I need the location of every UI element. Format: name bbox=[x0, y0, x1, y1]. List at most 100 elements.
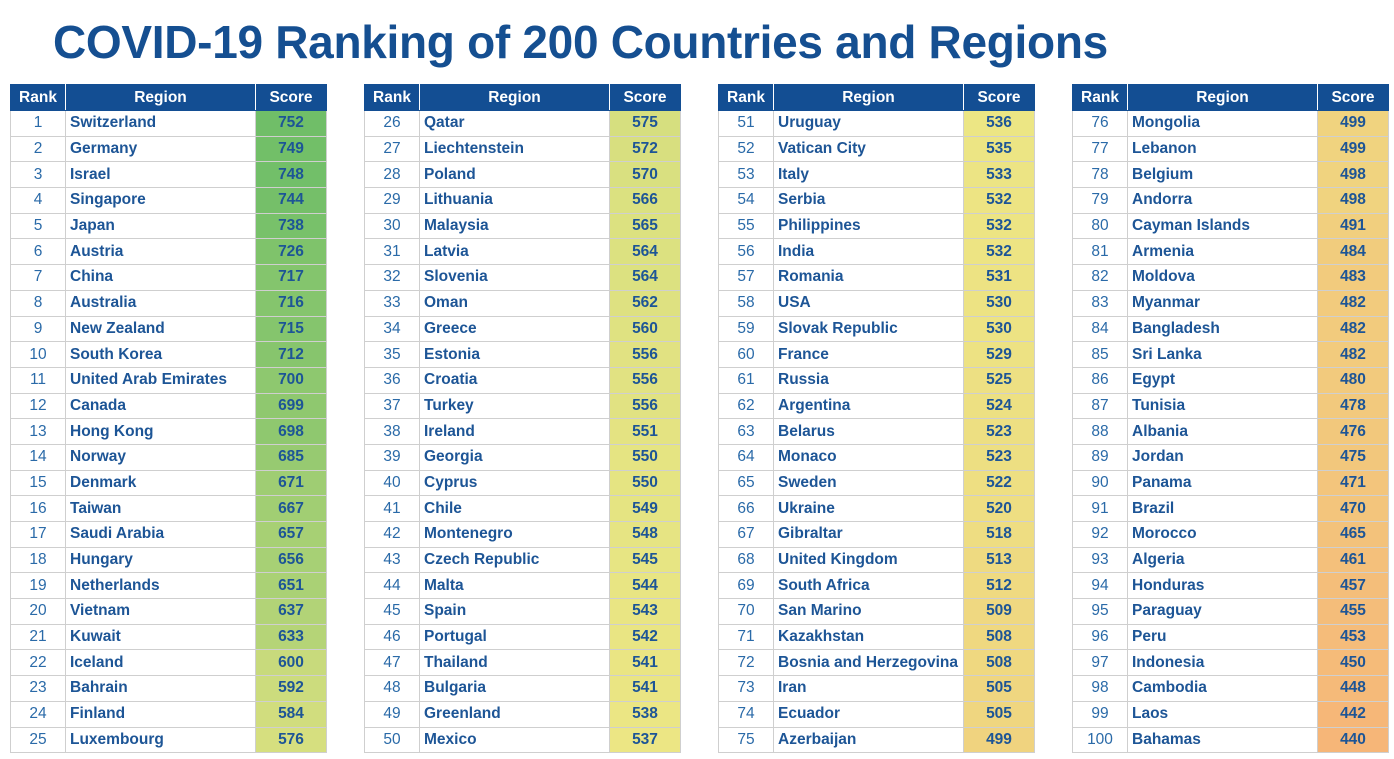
region-cell: Bangladesh bbox=[1127, 315, 1318, 343]
table-row: 50 Mexico 537 bbox=[364, 726, 681, 754]
table-row: 78 Belgium 498 bbox=[1072, 161, 1389, 189]
region-cell: Iran bbox=[773, 675, 964, 702]
rank-cell: 69 bbox=[718, 572, 774, 600]
table-row: 75 Azerbaijan 499 bbox=[718, 726, 1035, 754]
score-cell: 530 bbox=[963, 289, 1035, 317]
score-cell: 565 bbox=[609, 212, 681, 240]
score-cell: 600 bbox=[255, 649, 327, 677]
rank-cell: 79 bbox=[1072, 187, 1128, 214]
score-cell: 442 bbox=[1317, 700, 1389, 728]
score-cell: 499 bbox=[963, 726, 1035, 754]
region-cell: Paraguay bbox=[1127, 598, 1318, 625]
region-cell: Greenland bbox=[419, 700, 610, 728]
score-cell: 482 bbox=[1317, 341, 1389, 368]
table-row: 38 Ireland 551 bbox=[364, 418, 681, 445]
table-row: 62 Argentina 524 bbox=[718, 392, 1035, 420]
region-cell: India bbox=[773, 238, 964, 266]
table-row: 100 Bahamas 440 bbox=[1072, 726, 1389, 754]
score-cell: 524 bbox=[963, 392, 1035, 420]
score-cell: 543 bbox=[609, 598, 681, 625]
table-row: 35 Estonia 556 bbox=[364, 341, 681, 368]
region-cell: Mexico bbox=[419, 726, 610, 754]
score-cell: 545 bbox=[609, 546, 681, 574]
region-cell: Saudi Arabia bbox=[65, 521, 256, 548]
table-row: 96 Peru 453 bbox=[1072, 623, 1389, 651]
rank-cell: 42 bbox=[364, 521, 420, 548]
score-cell: 484 bbox=[1317, 238, 1389, 266]
table-row: 2 Germany 749 bbox=[10, 135, 327, 163]
table-row: 22 Iceland 600 bbox=[10, 649, 327, 677]
region-cell: Albania bbox=[1127, 418, 1318, 445]
region-cell: Monaco bbox=[773, 443, 964, 471]
score-cell: 651 bbox=[255, 572, 327, 600]
rank-cell: 29 bbox=[364, 187, 420, 214]
table-row: 42 Montenegro 548 bbox=[364, 521, 681, 548]
score-header: Score bbox=[609, 84, 681, 111]
score-cell: 498 bbox=[1317, 187, 1389, 214]
table-row: 44 Malta 544 bbox=[364, 572, 681, 600]
region-cell: Indonesia bbox=[1127, 649, 1318, 677]
rank-header: Rank bbox=[10, 84, 66, 111]
table-row: 37 Turkey 556 bbox=[364, 392, 681, 420]
region-cell: Greece bbox=[419, 315, 610, 343]
score-cell: 453 bbox=[1317, 623, 1389, 651]
score-cell: 478 bbox=[1317, 392, 1389, 420]
rank-cell: 67 bbox=[718, 521, 774, 548]
rank-cell: 5 bbox=[10, 212, 66, 240]
rank-cell: 71 bbox=[718, 623, 774, 651]
score-cell: 562 bbox=[609, 289, 681, 317]
region-cell: Turkey bbox=[419, 392, 610, 420]
rank-cell: 63 bbox=[718, 418, 774, 445]
score-cell: 461 bbox=[1317, 546, 1389, 574]
table-row: 91 Brazil 470 bbox=[1072, 495, 1389, 522]
rank-cell: 72 bbox=[718, 649, 774, 677]
score-cell: 541 bbox=[609, 649, 681, 677]
score-cell: 475 bbox=[1317, 443, 1389, 471]
table-row: 68 United Kingdom 513 bbox=[718, 546, 1035, 574]
score-cell: 699 bbox=[255, 392, 327, 420]
table-row: 84 Bangladesh 482 bbox=[1072, 315, 1389, 343]
score-cell: 715 bbox=[255, 315, 327, 343]
table-row: 98 Cambodia 448 bbox=[1072, 675, 1389, 702]
table-row: 10 South Korea 712 bbox=[10, 341, 327, 368]
page-title: COVID-19 Ranking of 200 Countries and Re… bbox=[53, 16, 1108, 68]
rank-cell: 92 bbox=[1072, 521, 1128, 548]
table-row: 20 Vietnam 637 bbox=[10, 598, 327, 625]
region-cell: Sweden bbox=[773, 469, 964, 497]
score-cell: 532 bbox=[963, 187, 1035, 214]
region-cell: Hungary bbox=[65, 546, 256, 574]
region-cell: Cyprus bbox=[419, 469, 610, 497]
rank-cell: 96 bbox=[1072, 623, 1128, 651]
region-cell: Bulgaria bbox=[419, 675, 610, 702]
score-cell: 508 bbox=[963, 623, 1035, 651]
table-row: 60 France 529 bbox=[718, 341, 1035, 368]
rank-cell: 27 bbox=[364, 135, 420, 163]
rank-cell: 22 bbox=[10, 649, 66, 677]
rank-cell: 45 bbox=[364, 598, 420, 625]
rank-cell: 100 bbox=[1072, 726, 1128, 754]
score-cell: 550 bbox=[609, 443, 681, 471]
region-cell: Moldova bbox=[1127, 264, 1318, 291]
score-cell: 544 bbox=[609, 572, 681, 600]
rank-cell: 75 bbox=[718, 726, 774, 754]
region-cell: Switzerland bbox=[65, 110, 256, 137]
rank-cell: 48 bbox=[364, 675, 420, 702]
region-cell: United Arab Emirates bbox=[65, 366, 256, 394]
table-row: 45 Spain 543 bbox=[364, 598, 681, 625]
score-cell: 671 bbox=[255, 469, 327, 497]
rank-header: Rank bbox=[718, 84, 774, 111]
table-row: 52 Vatican City 535 bbox=[718, 135, 1035, 163]
table-row: 29 Lithuania 566 bbox=[364, 187, 681, 214]
rank-cell: 89 bbox=[1072, 443, 1128, 471]
rank-cell: 59 bbox=[718, 315, 774, 343]
score-cell: 536 bbox=[963, 110, 1035, 137]
table-row: 5 Japan 738 bbox=[10, 212, 327, 240]
rank-cell: 31 bbox=[364, 238, 420, 266]
score-cell: 549 bbox=[609, 495, 681, 522]
rank-cell: 65 bbox=[718, 469, 774, 497]
rank-cell: 97 bbox=[1072, 649, 1128, 677]
score-cell: 556 bbox=[609, 366, 681, 394]
score-cell: 551 bbox=[609, 418, 681, 445]
rank-cell: 99 bbox=[1072, 700, 1128, 728]
rank-cell: 55 bbox=[718, 212, 774, 240]
